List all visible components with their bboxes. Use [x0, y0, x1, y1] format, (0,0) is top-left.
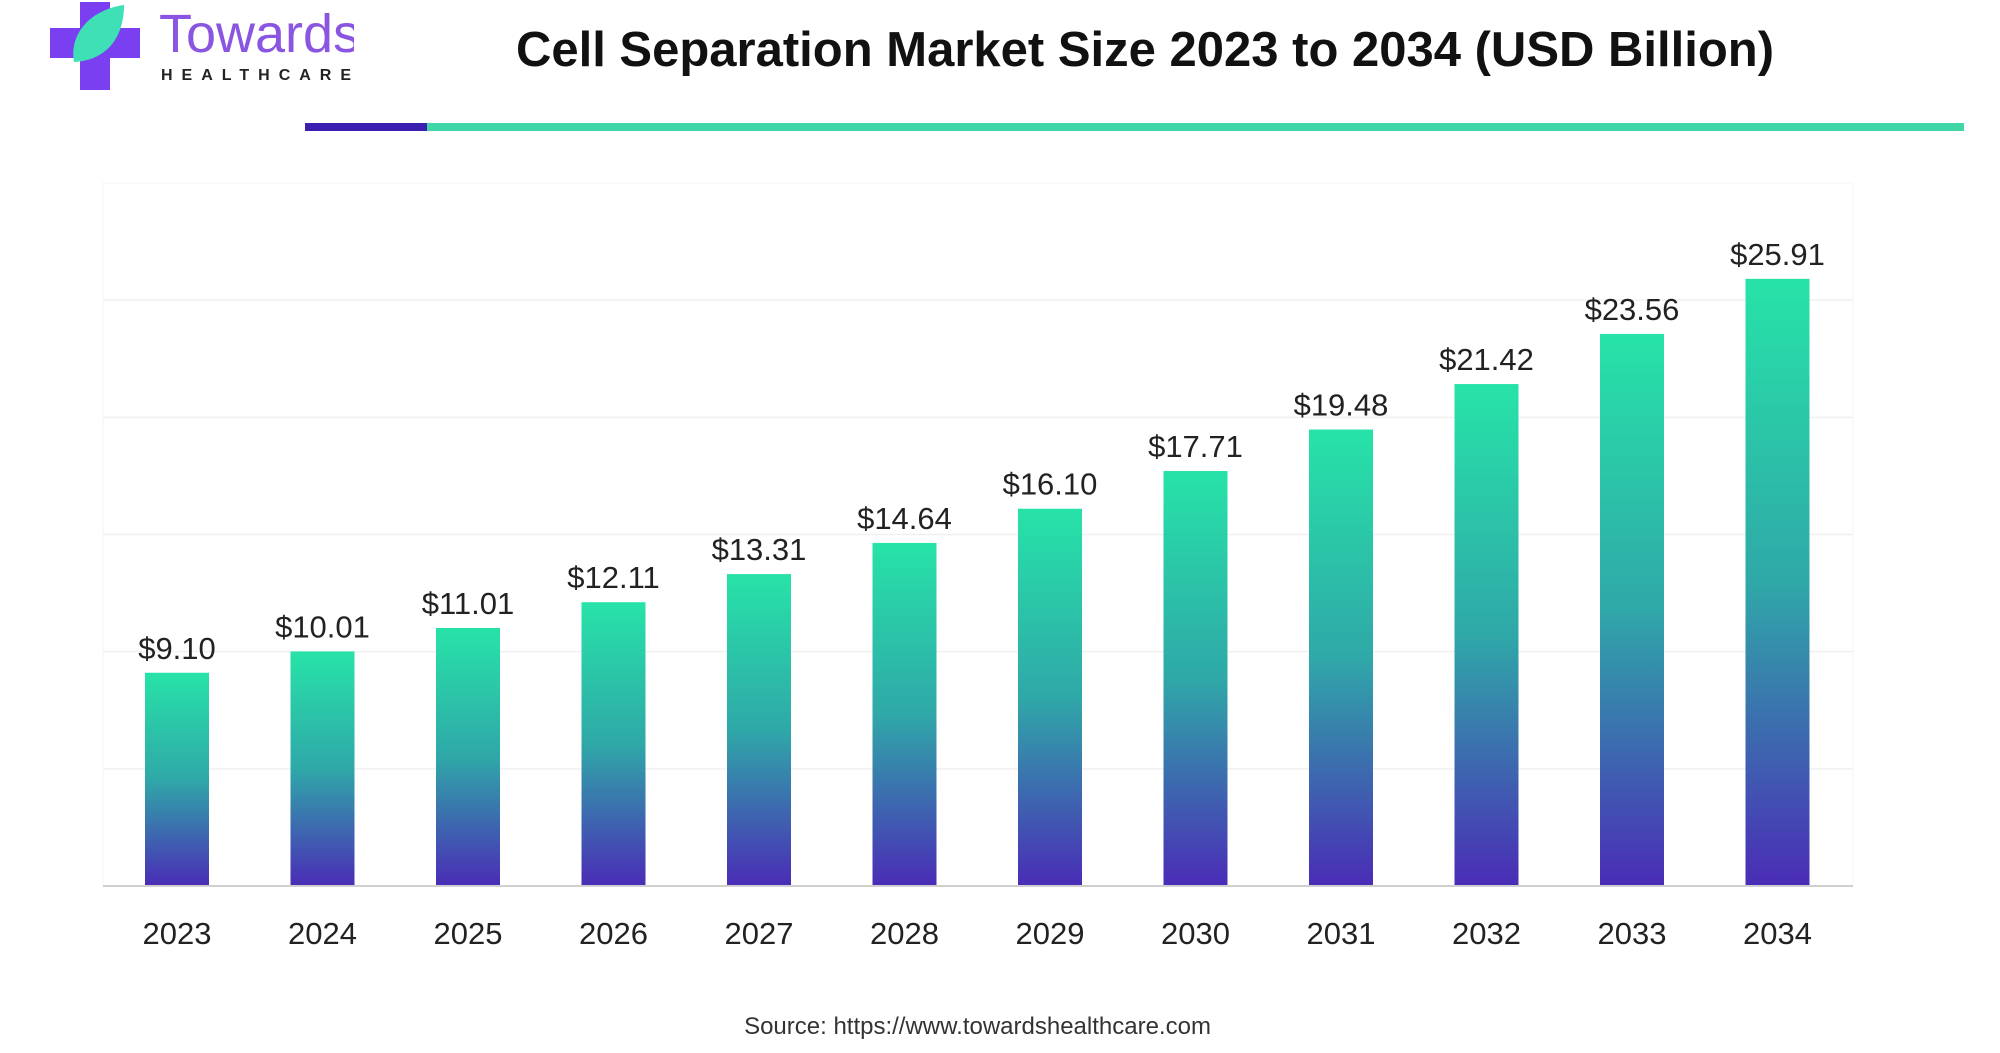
bar-2032	[1454, 384, 1519, 886]
data-label: $25.91	[1730, 237, 1825, 272]
bar-2023	[145, 672, 209, 886]
data-label: $23.56	[1585, 292, 1680, 327]
data-label: $21.42	[1439, 342, 1534, 377]
x-tick-label: 2034	[1743, 916, 1812, 951]
data-label: $17.71	[1148, 429, 1243, 464]
towards-healthcare-logo: Towards HEALTHCARE	[50, 2, 354, 90]
data-label: $11.01	[422, 586, 515, 621]
data-label: $19.48	[1294, 388, 1389, 423]
source-text: Source: https://www.towardshealthcare.co…	[744, 1013, 1211, 1040]
x-tick-label: 2033	[1598, 916, 1667, 951]
x-tick-label: 2025	[434, 916, 503, 951]
bar-2030	[1163, 470, 1228, 886]
x-tick-label: 2026	[579, 916, 648, 951]
logo-leaf	[73, 5, 124, 62]
x-tick-label: 2023	[143, 916, 212, 951]
data-label: $9.10	[138, 631, 216, 666]
bar-2024	[290, 651, 355, 886]
x-tick-label: 2027	[725, 916, 794, 951]
data-label: $16.10	[1003, 467, 1098, 502]
chart-title: Cell Separation Market Size 2023 to 2034…	[515, 23, 1775, 77]
data-label: $12.11	[567, 560, 660, 595]
x-tick-label: 2029	[1016, 916, 1085, 951]
bar-chart: $9.10 2023 $10.01 2024 $11.01 2025 $12.11 2026 $…	[102, 182, 1854, 951]
bar-2029	[1018, 508, 1082, 886]
data-label: $13.31	[712, 532, 807, 567]
data-label: $10.01	[275, 609, 370, 644]
bar-2028	[872, 542, 937, 886]
x-tick-label: 2031	[1307, 916, 1376, 951]
x-tick-label: 2032	[1452, 916, 1521, 951]
logo-brand-text: Towards	[159, 4, 354, 64]
bar-2031	[1309, 429, 1373, 886]
bar-2034	[1745, 278, 1810, 886]
data-label: $14.64	[857, 501, 952, 536]
logo-sub-text: HEALTHCARE	[161, 67, 354, 84]
bar-2027	[727, 574, 791, 886]
x-tick-label: 2028	[870, 916, 939, 951]
bar-2033	[1600, 333, 1664, 887]
x-tick-label: 2030	[1161, 916, 1230, 951]
accent-bar-purple	[305, 123, 427, 131]
bar-2025	[436, 627, 500, 886]
bar-2026	[581, 602, 646, 886]
accent-bar-teal	[427, 123, 1964, 131]
x-tick-label: 2024	[288, 916, 357, 951]
